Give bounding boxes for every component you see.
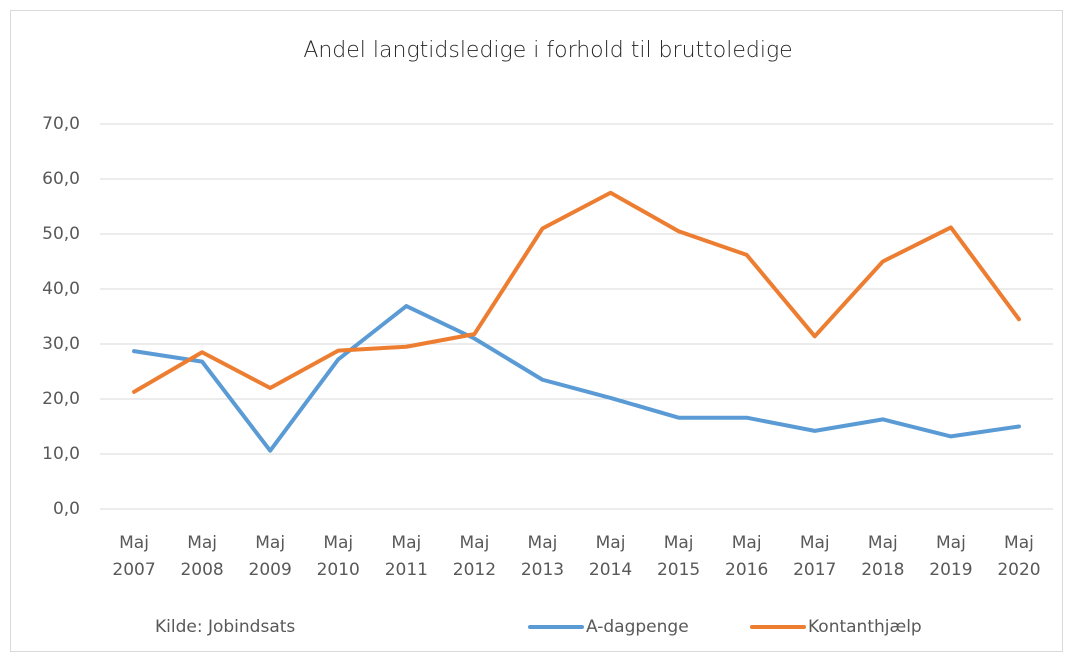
source-note: Kilde: Jobindsats <box>155 617 295 637</box>
y-tick-label: 30,0 <box>42 334 80 354</box>
series-line <box>132 190 1021 394</box>
x-tick-label: Maj 2014 <box>589 533 632 580</box>
y-tick-label: 0,0 <box>53 499 80 519</box>
legend-label: Kontanthjælp <box>808 617 922 637</box>
x-tick-label: Maj 2010 <box>317 533 360 580</box>
chart-border <box>10 10 1063 652</box>
x-tick-label: Maj 2011 <box>385 533 428 580</box>
series-line <box>132 304 1021 453</box>
y-tick-label: 70,0 <box>42 114 80 134</box>
x-tick-label: Maj 2016 <box>725 533 768 580</box>
x-tick-label: Maj 2012 <box>453 533 496 580</box>
x-tick-label: Maj 2015 <box>657 533 700 580</box>
y-tick-label: 50,0 <box>42 224 80 244</box>
y-tick-label: 40,0 <box>42 279 80 299</box>
x-tick-label: Maj 2009 <box>249 533 292 580</box>
y-tick-label: 20,0 <box>42 389 80 409</box>
x-tick-label: Maj 2007 <box>112 533 155 580</box>
y-tick-label: 10,0 <box>42 444 80 464</box>
x-tick-label: Maj 2019 <box>929 533 972 580</box>
x-tick-label: Maj 2017 <box>793 533 836 580</box>
y-tick-label: 60,0 <box>42 169 80 189</box>
legend-label: A-dagpenge <box>586 617 689 637</box>
chart-title: Andel langtidsledige i forhold til brutt… <box>303 38 792 63</box>
x-tick-label: Maj 2020 <box>997 533 1040 580</box>
x-tick-label: Maj 2018 <box>861 533 904 580</box>
x-tick-label: Maj 2008 <box>180 533 223 580</box>
x-tick-label: Maj 2013 <box>521 533 564 580</box>
